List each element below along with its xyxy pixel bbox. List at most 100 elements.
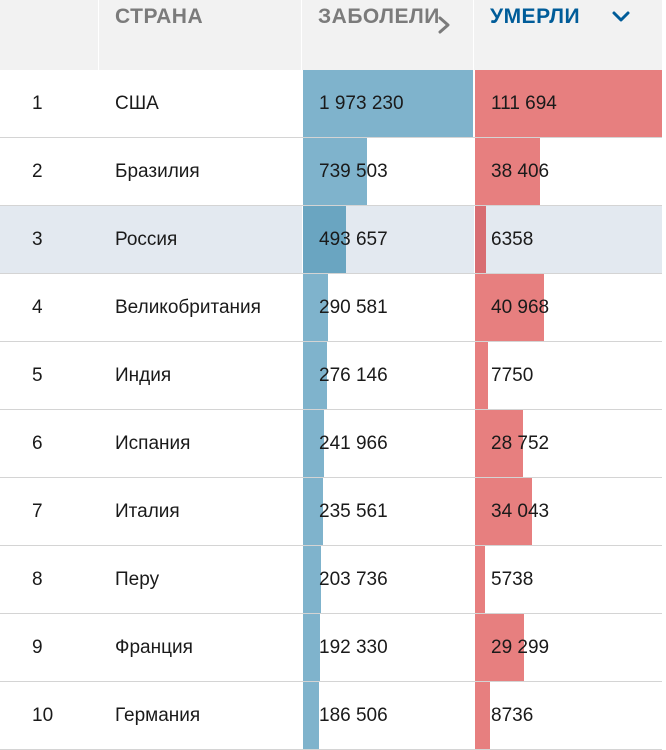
rank-cell: 9 [32,637,43,658]
rank-cell: 6 [32,433,43,454]
cases-cell: 203 736 [302,546,474,613]
header-deaths[interactable]: УМЕРЛИ [474,0,662,70]
country-cell: Россия [115,229,178,250]
cases-bar [303,478,323,545]
country-cell: Германия [115,705,201,726]
table-row[interactable]: 8 Перу 203 736 5738 [0,546,666,614]
deaths-bar [475,70,663,137]
country-cell: Бразилия [115,161,200,182]
deaths-value: 7750 [491,365,534,386]
rank-cell: 4 [32,297,43,318]
rank-cell: 7 [32,501,43,522]
deaths-cell: 29 299 [474,614,662,681]
deaths-cell: 111 694 [474,70,663,137]
deaths-bar [475,682,490,749]
cases-cell: 235 561 [302,478,474,545]
deaths-bar [475,478,532,545]
cases-cell: 1 973 230 [302,70,474,137]
deaths-value: 5738 [491,569,534,590]
rank-cell: 2 [32,161,43,182]
cases-cell: 186 506 [302,682,474,749]
table-row[interactable]: 6 Испания 241 966 28 752 [0,410,666,478]
deaths-value: 34 043 [491,501,550,522]
cases-value: 493 657 [319,229,388,250]
deaths-cell: 34 043 [474,478,662,545]
deaths-cell: 38 406 [474,138,662,205]
rank-cell: 10 [32,705,54,726]
cases-cell: 241 966 [302,410,474,477]
cases-value: 186 506 [319,705,388,726]
deaths-bar [475,274,544,341]
deaths-bar [475,342,488,409]
cases-cell: 739 503 [302,138,474,205]
deaths-cell: 40 968 [474,274,662,341]
chevron-down-icon[interactable] [610,6,632,28]
table-header: СТРАНА ЗАБОЛЕЛИ УМЕРЛИ [0,0,666,70]
cases-cell: 290 581 [302,274,474,341]
cases-bar [303,342,327,409]
table-row[interactable]: 4 Великобритания 290 581 40 968 [0,274,666,342]
deaths-bar [475,546,485,613]
cases-bar [303,274,328,341]
deaths-cell: 8736 [474,682,662,749]
cases-value: 192 330 [319,637,388,658]
table-row[interactable]: 2 Бразилия 739 503 38 406 [0,138,666,206]
table-row[interactable]: 1 США 1 973 230 111 694 [0,70,666,138]
cases-bar [303,410,324,477]
country-cell: США [115,93,159,114]
cases-value: 739 503 [319,161,388,182]
cases-bar [303,614,320,681]
rank-cell: 1 [32,93,43,114]
deaths-value: 29 299 [491,637,550,658]
header-cases[interactable]: ЗАБОЛЕЛИ [302,0,473,70]
cases-value: 290 581 [319,297,388,318]
cases-value: 241 966 [319,433,388,454]
country-cell: Великобритания [115,297,261,318]
deaths-cell: 28 752 [474,410,662,477]
cases-value: 1 973 230 [319,93,404,114]
table-body: 1 США 1 973 230 111 694 2 Бразилия 739 503 38 4… [0,70,666,750]
header-cases-label: ЗАБОЛЕЛИ [318,5,440,28]
deaths-value: 8736 [491,705,534,726]
deaths-value: 40 968 [491,297,550,318]
deaths-bar [475,138,540,205]
header-country[interactable]: СТРАНА [99,0,301,70]
cases-bar [303,682,319,749]
cases-cell: 276 146 [302,342,474,409]
cases-value: 235 561 [319,501,388,522]
deaths-cell: 5738 [474,546,662,613]
table-row[interactable]: 3 Россия 493 657 6358 [0,206,666,274]
country-cell: Франция [115,637,193,658]
cases-bar [303,138,367,205]
country-cell: Италия [115,501,180,522]
cases-bar [303,70,473,137]
cases-value: 203 736 [319,569,388,590]
cases-value: 276 146 [319,365,388,386]
rank-cell: 5 [32,365,43,386]
rank-cell: 8 [32,569,43,590]
cases-bar [303,206,346,273]
country-cell: Индия [115,365,172,386]
country-cell: Перу [115,569,160,590]
deaths-value: 111 694 [491,93,557,114]
deaths-value: 38 406 [491,161,550,182]
deaths-bar [475,614,524,681]
deaths-cell: 7750 [474,342,662,409]
deaths-bar [475,206,486,273]
deaths-cell: 6358 [474,206,662,273]
cases-cell: 493 657 [302,206,474,273]
country-cell: Испания [115,433,191,454]
deaths-bar [475,410,523,477]
cases-bar [303,546,321,613]
right-edge [662,0,666,750]
table-row[interactable]: 7 Италия 235 561 34 043 [0,478,666,546]
table-row[interactable]: 9 Франция 192 330 29 299 [0,614,666,682]
deaths-value: 6358 [491,229,534,250]
chevron-right-icon[interactable] [433,14,455,36]
header-deaths-label: УМЕРЛИ [490,5,581,28]
header-country-label: СТРАНА [115,5,204,28]
table-row[interactable]: 10 Германия 186 506 8736 [0,682,666,750]
cases-cell: 192 330 [302,614,474,681]
table-row[interactable]: 5 Индия 276 146 7750 [0,342,666,410]
